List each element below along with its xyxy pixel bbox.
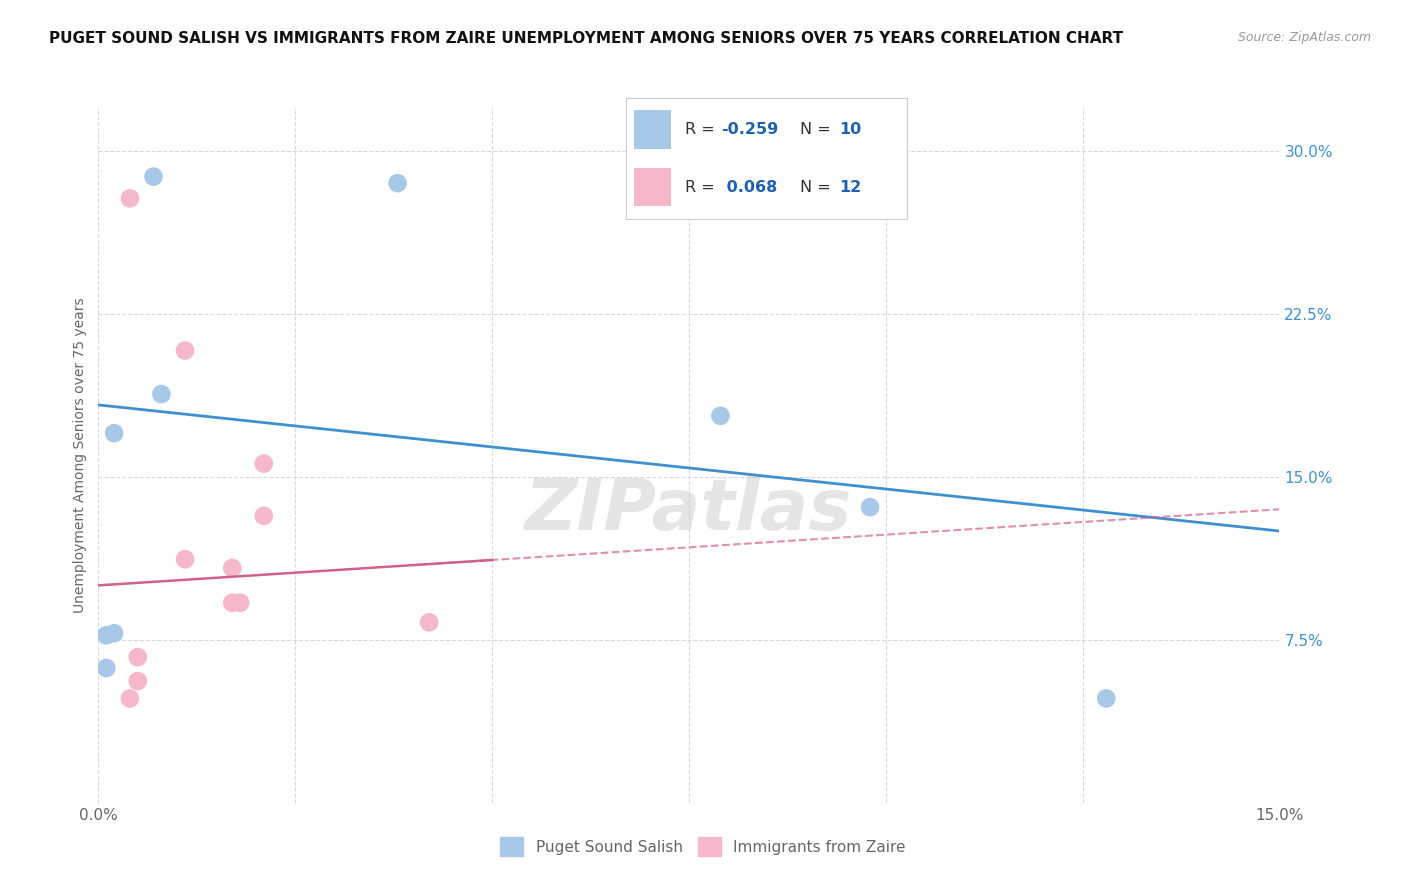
Text: 10: 10: [839, 122, 862, 137]
Point: [253, 457, 276, 471]
Text: R =: R =: [685, 122, 720, 137]
Point: [387, 176, 409, 190]
Text: 0.068: 0.068: [721, 179, 778, 194]
Legend: Puget Sound Salish, Immigrants from Zaire: Puget Sound Salish, Immigrants from Zair…: [495, 831, 911, 862]
Point: [174, 552, 197, 566]
Point: [221, 596, 243, 610]
Point: [103, 426, 125, 441]
Point: [859, 500, 882, 514]
Text: 12: 12: [839, 179, 862, 194]
Point: [127, 650, 149, 665]
Text: PUGET SOUND SALISH VS IMMIGRANTS FROM ZAIRE UNEMPLOYMENT AMONG SENIORS OVER 75 Y: PUGET SOUND SALISH VS IMMIGRANTS FROM ZA…: [49, 31, 1123, 46]
Point: [127, 674, 149, 689]
Text: N =: N =: [800, 122, 837, 137]
Text: R =: R =: [685, 179, 720, 194]
Bar: [634, 168, 671, 206]
Y-axis label: Unemployment Among Seniors over 75 years: Unemployment Among Seniors over 75 years: [73, 297, 87, 613]
Point: [118, 691, 141, 706]
Text: ZIPatlas: ZIPatlas: [526, 476, 852, 545]
Point: [150, 387, 173, 401]
Point: [709, 409, 731, 423]
Point: [253, 508, 276, 523]
Point: [103, 626, 125, 640]
Point: [118, 191, 141, 205]
Point: [229, 596, 252, 610]
Point: [96, 661, 118, 675]
Point: [174, 343, 197, 358]
Bar: [634, 111, 671, 149]
Text: Source: ZipAtlas.com: Source: ZipAtlas.com: [1237, 31, 1371, 45]
Point: [418, 615, 440, 630]
Point: [1095, 691, 1118, 706]
Point: [142, 169, 165, 184]
Point: [96, 628, 118, 642]
Point: [221, 561, 243, 575]
Text: N =: N =: [800, 179, 837, 194]
Text: -0.259: -0.259: [721, 122, 779, 137]
